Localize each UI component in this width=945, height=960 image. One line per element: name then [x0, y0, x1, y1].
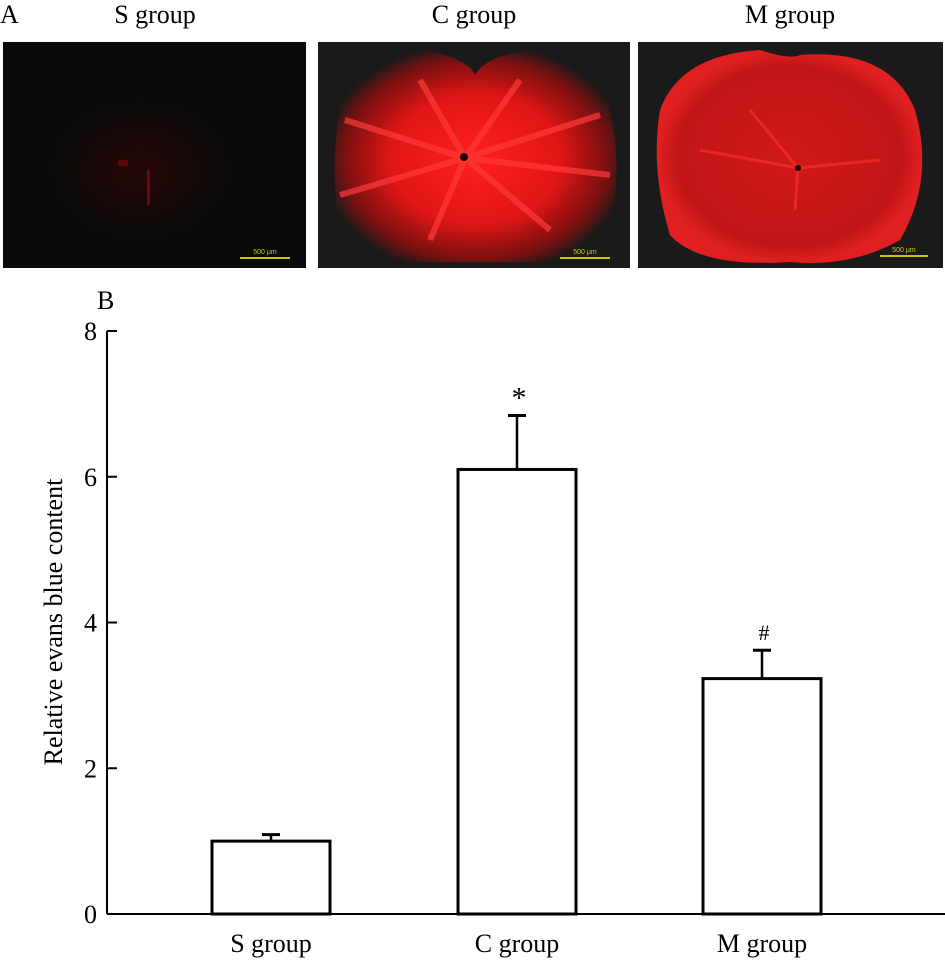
image-title-m: M group	[745, 0, 835, 29]
x-tick-label: M group	[717, 929, 807, 958]
bars: *#	[210, 382, 823, 916]
micrograph-c-group: C group 500 μm	[318, 0, 630, 268]
bar-c-group	[456, 467, 578, 916]
y-tick-label: 2	[84, 754, 97, 783]
micrograph-s-group: S group 500 μm	[3, 0, 306, 268]
x-tick-labels: S group C group M group	[230, 929, 807, 958]
panel-b-label: B	[97, 286, 114, 315]
y-tick-label: 6	[84, 463, 97, 492]
y-tick-label: 0	[84, 900, 97, 929]
bar-m-group	[701, 677, 823, 916]
bar-s-group	[210, 839, 332, 916]
x-tick-label: C group	[475, 929, 560, 958]
image-title-s: S group	[114, 0, 196, 29]
y-tick-label: 8	[84, 317, 97, 346]
x-tick-label: S group	[230, 929, 312, 958]
y-ticks: 0 2 4 6 8	[84, 317, 117, 929]
micrograph-m-group: M group 500 μm	[638, 0, 943, 268]
scale-bar-label: 500 μm	[253, 249, 277, 256]
scale-bar-label: 500 μm	[573, 249, 597, 256]
significance-marker: #	[759, 620, 770, 645]
y-tick-label: 4	[84, 609, 97, 638]
scale-bar-label: 500 μm	[892, 247, 916, 254]
image-title-c: C group	[432, 0, 517, 29]
significance-marker: *	[512, 382, 527, 415]
y-axis-label: Relative evans blue content	[39, 478, 68, 765]
panel-a-label: A	[0, 0, 19, 29]
